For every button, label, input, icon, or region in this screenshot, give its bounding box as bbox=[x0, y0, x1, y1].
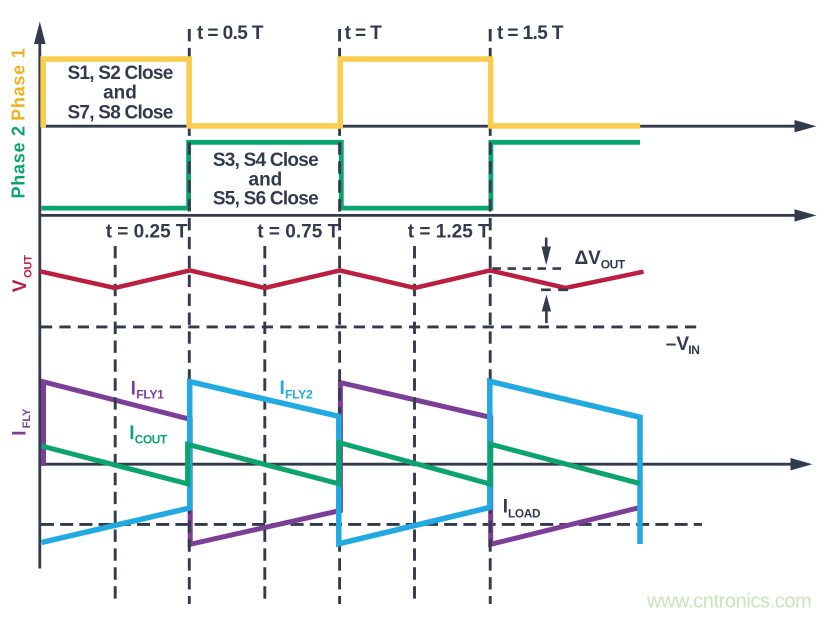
svg-text:and: and bbox=[249, 169, 283, 190]
svg-text:I: I bbox=[503, 496, 508, 517]
svg-text:OUT: OUT bbox=[601, 257, 626, 271]
svg-text:OUT: OUT bbox=[22, 255, 34, 278]
svg-text:LOAD: LOAD bbox=[508, 507, 541, 521]
svg-text:FLY1: FLY1 bbox=[136, 387, 164, 401]
svg-text:and: and bbox=[103, 83, 137, 104]
svg-text:S7, S8 Close: S7, S8 Close bbox=[67, 103, 172, 124]
svg-text:t = 0.5 T: t = 0.5 T bbox=[197, 23, 264, 44]
svg-text:www.cntronics.com: www.cntronics.com bbox=[646, 591, 811, 613]
svg-text:FLY: FLY bbox=[21, 408, 33, 428]
svg-text:COUT: COUT bbox=[135, 432, 168, 446]
svg-text:I: I bbox=[9, 431, 30, 436]
svg-text:I: I bbox=[280, 378, 285, 399]
svg-text:t = 0.25 T: t = 0.25 T bbox=[106, 221, 188, 242]
svg-text:S1, S2 Close: S1, S2 Close bbox=[67, 63, 172, 84]
svg-text:S3, S4 Close: S3, S4 Close bbox=[213, 150, 318, 171]
svg-text:IN: IN bbox=[688, 343, 699, 357]
svg-text:t = 1.5 T: t = 1.5 T bbox=[497, 23, 564, 44]
svg-text:t = 0.75 T: t = 0.75 T bbox=[257, 221, 339, 242]
svg-text:Phase 2: Phase 2 bbox=[8, 125, 28, 198]
svg-text:I: I bbox=[131, 379, 136, 400]
svg-text:–V: –V bbox=[666, 334, 690, 355]
svg-text:ΔV: ΔV bbox=[575, 248, 602, 269]
svg-text:FLY2: FLY2 bbox=[285, 387, 313, 401]
svg-text:S5, S6 Close: S5, S6 Close bbox=[213, 189, 318, 210]
svg-text:V: V bbox=[10, 279, 31, 292]
svg-text:I: I bbox=[129, 423, 134, 444]
svg-text:Phase 1: Phase 1 bbox=[8, 48, 28, 121]
svg-text:t = 1.25 T: t = 1.25 T bbox=[408, 221, 490, 242]
svg-text:t = T: t = T bbox=[345, 23, 383, 44]
